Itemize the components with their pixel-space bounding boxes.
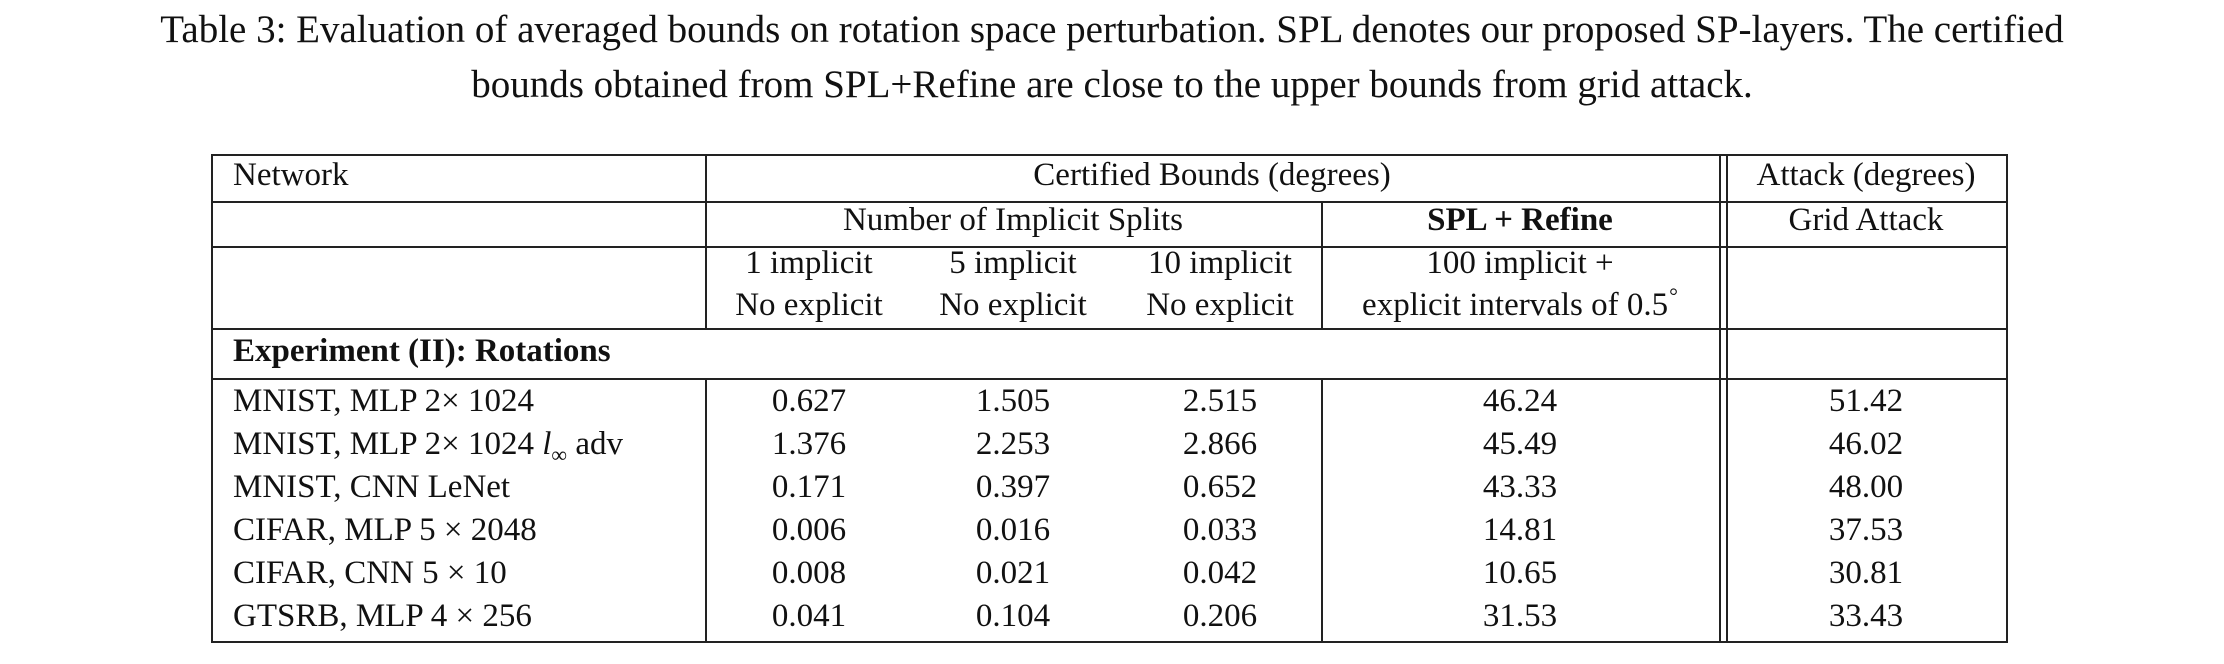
row-value-grid-attack: 46.02 bbox=[1828, 426, 1904, 462]
rule-section bbox=[211, 378, 2008, 380]
header-col-1: 1 implicit No explicit bbox=[735, 242, 883, 326]
row-value-1-implicit: 0.171 bbox=[771, 469, 847, 505]
rule-spl bbox=[1321, 201, 1323, 328]
header-col-3-line-1: 10 implicit bbox=[1148, 245, 1292, 281]
row-value-grid-attack: 33.43 bbox=[1828, 598, 1904, 634]
rule-header-3 bbox=[211, 328, 2008, 330]
caption-line-2: bounds obtained from SPL+Refine are clos… bbox=[471, 63, 1753, 106]
degree-sign: ° bbox=[1669, 283, 1678, 308]
header-col-4-line-1: 100 implicit + bbox=[1426, 245, 1614, 281]
rule-bottom bbox=[211, 641, 2008, 643]
row-value-5-implicit: 2.253 bbox=[975, 426, 1051, 462]
row-network: CIFAR, CNN 5 × 10 bbox=[233, 555, 507, 591]
header-certified-bounds: Certified Bounds (degrees) bbox=[1033, 157, 1391, 193]
header-col-4-intervals-text: explicit intervals of 0.5 bbox=[1362, 287, 1669, 323]
rule-header-2 bbox=[211, 246, 2008, 248]
row-value-10-implicit: 2.515 bbox=[1182, 383, 1258, 419]
header-col-1-line-2: No explicit bbox=[735, 287, 883, 323]
row-network-suffix: adv bbox=[567, 426, 623, 462]
row-value-10-implicit: 0.033 bbox=[1182, 512, 1258, 548]
row-value-spl-refine: 46.24 bbox=[1482, 383, 1558, 419]
row-value-1-implicit: 0.041 bbox=[771, 598, 847, 634]
row-network: MNIST, CNN LeNet bbox=[233, 469, 511, 505]
header-col-2: 5 implicit No explicit bbox=[939, 242, 1087, 326]
row-value-5-implicit: 0.397 bbox=[975, 469, 1051, 505]
rule-spl-body bbox=[1321, 378, 1323, 643]
rule-double-b bbox=[1726, 154, 1728, 643]
header-spl-refine: SPL + Refine bbox=[1427, 202, 1613, 238]
rule-double-a bbox=[1719, 154, 1721, 643]
row-value-spl-refine: 10.65 bbox=[1482, 555, 1558, 591]
results-table: Network Certified Bounds (degrees) Attac… bbox=[211, 154, 2008, 643]
header-col-4-line-2: explicit intervals of 0.5° bbox=[1362, 283, 1678, 329]
row-network: MNIST, MLP 2× 1024 l∞ adv bbox=[233, 423, 623, 468]
section-title: Experiment (II): Rotations bbox=[233, 333, 611, 369]
row-value-spl-refine: 14.81 bbox=[1482, 512, 1558, 548]
rule-header-1 bbox=[211, 201, 2008, 203]
rule-network bbox=[705, 154, 707, 328]
row-value-1-implicit: 0.006 bbox=[771, 512, 847, 548]
row-value-5-implicit: 0.021 bbox=[975, 555, 1051, 591]
row-value-grid-attack: 30.81 bbox=[1828, 555, 1904, 591]
row-value-10-implicit: 0.206 bbox=[1182, 598, 1258, 634]
row-value-10-implicit: 2.866 bbox=[1182, 426, 1258, 462]
table-caption: Table 3: Evaluation of averaged bounds o… bbox=[0, 2, 2224, 112]
header-col-3: 10 implicit No explicit bbox=[1146, 242, 1294, 326]
header-col-2-line-1: 5 implicit bbox=[949, 245, 1077, 281]
row-value-1-implicit: 1.376 bbox=[771, 426, 847, 462]
rule-network-body bbox=[705, 378, 707, 643]
row-network-prefix: MNIST, MLP 2× 1024 bbox=[233, 426, 543, 462]
row-value-spl-refine: 45.49 bbox=[1482, 426, 1558, 462]
row-value-5-implicit: 0.016 bbox=[975, 512, 1051, 548]
header-col-4: 100 implicit + explicit intervals of 0.5… bbox=[1362, 242, 1678, 329]
row-network-l-symbol: l bbox=[542, 426, 552, 462]
row-value-5-implicit: 1.505 bbox=[975, 383, 1051, 419]
rule-top bbox=[211, 154, 2008, 156]
row-value-spl-refine: 43.33 bbox=[1482, 469, 1558, 505]
row-value-spl-refine: 31.53 bbox=[1482, 598, 1558, 634]
row-value-1-implicit: 0.008 bbox=[771, 555, 847, 591]
row-value-5-implicit: 0.104 bbox=[975, 598, 1051, 634]
header-col-1-line-1: 1 implicit bbox=[745, 245, 873, 281]
row-network: MNIST, MLP 2× 1024 bbox=[233, 383, 534, 419]
row-value-grid-attack: 51.42 bbox=[1828, 383, 1904, 419]
rule-right bbox=[2006, 154, 2008, 643]
header-grid-attack: Grid Attack bbox=[1788, 202, 1944, 238]
header-attack: Attack (degrees) bbox=[1756, 157, 1976, 193]
row-value-10-implicit: 0.652 bbox=[1182, 469, 1258, 505]
header-col-2-line-2: No explicit bbox=[939, 287, 1087, 323]
rule-left bbox=[211, 154, 213, 643]
row-network: CIFAR, MLP 5 × 2048 bbox=[233, 512, 537, 548]
row-network: GTSRB, MLP 4 × 256 bbox=[233, 598, 532, 634]
row-value-10-implicit: 0.042 bbox=[1182, 555, 1258, 591]
header-network: Network bbox=[233, 157, 349, 193]
row-value-1-implicit: 0.627 bbox=[771, 383, 847, 419]
row-value-grid-attack: 37.53 bbox=[1828, 512, 1904, 548]
row-network-infinity-subscript: ∞ bbox=[551, 442, 568, 467]
header-implicit-splits: Number of Implicit Splits bbox=[842, 202, 1184, 238]
row-value-grid-attack: 48.00 bbox=[1828, 469, 1904, 505]
header-col-3-line-2: No explicit bbox=[1146, 287, 1294, 323]
caption-line-1: Table 3: Evaluation of averaged bounds o… bbox=[160, 8, 2064, 51]
